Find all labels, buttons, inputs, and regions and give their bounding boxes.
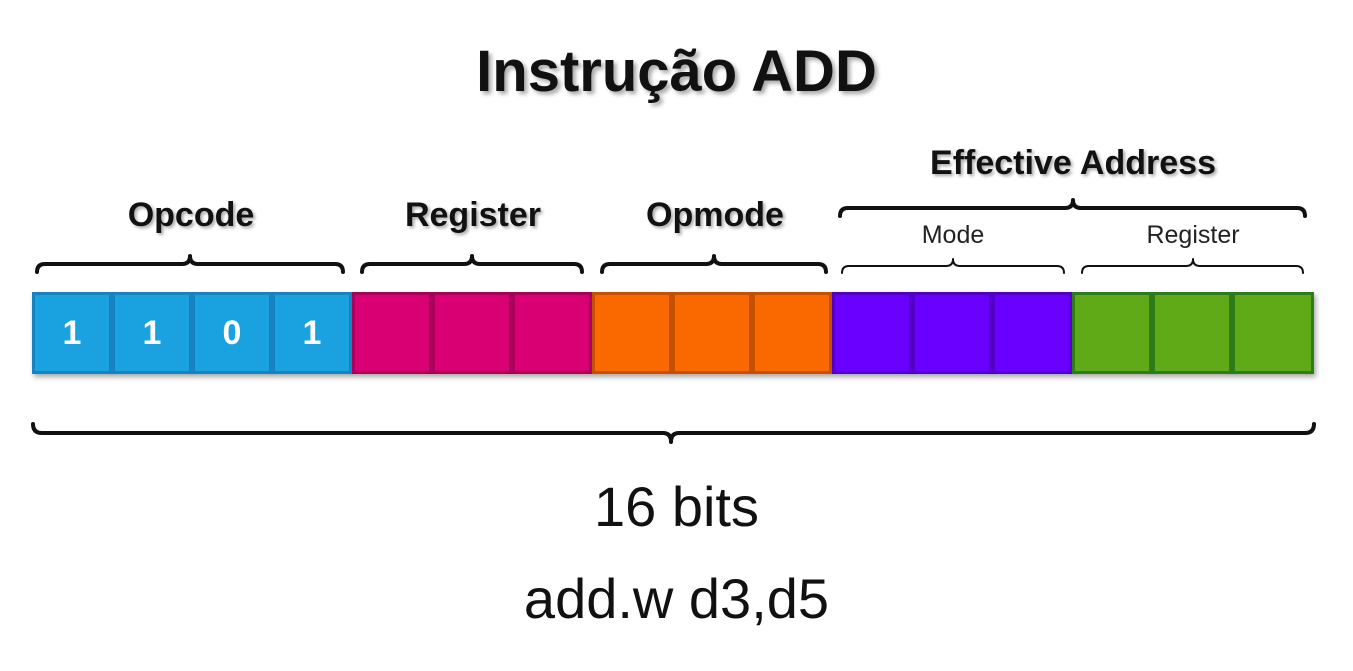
opcode-bit-4: 1 bbox=[272, 292, 352, 374]
ea-mode-bit-2 bbox=[912, 292, 992, 374]
ea-register-bit-1 bbox=[1072, 292, 1152, 374]
ea-register-bit-2 bbox=[1152, 292, 1232, 374]
opcode-bit-2: 1 bbox=[112, 292, 192, 374]
diagram-title: Instrução ADD bbox=[476, 39, 877, 104]
effective-address-label: Effective Address bbox=[930, 144, 1216, 182]
opmode-bit-2 bbox=[672, 292, 752, 374]
ea-mode-bit-1 bbox=[832, 292, 912, 374]
opmode-brace bbox=[600, 254, 828, 274]
register-bit-1 bbox=[352, 292, 432, 374]
total-bits-brace bbox=[31, 422, 1316, 444]
opcode-brace bbox=[35, 254, 345, 274]
register-brace bbox=[360, 254, 584, 274]
register-bit-3 bbox=[512, 292, 592, 374]
ea-mode-label: Mode bbox=[921, 221, 985, 249]
opmode-bit-1 bbox=[592, 292, 672, 374]
opcode-bit-3: 0 bbox=[192, 292, 272, 374]
register-bit-2 bbox=[432, 292, 512, 374]
opcode-bit-1: 1 bbox=[32, 292, 112, 374]
opcode-label: Opcode bbox=[127, 196, 255, 234]
effective-address-brace bbox=[838, 198, 1307, 218]
opmode-bit-3 bbox=[752, 292, 832, 374]
instruction-text: add.w d3,d5 bbox=[523, 567, 830, 630]
ea-register-label: Register bbox=[1146, 221, 1240, 249]
ea-mode-bit-3 bbox=[992, 292, 1072, 374]
total-bits-label: 16 bits bbox=[594, 475, 759, 538]
ea-mode-brace bbox=[841, 258, 1065, 274]
register-label: Register bbox=[404, 196, 542, 234]
opmode-label: Opmode bbox=[646, 196, 784, 234]
ea-register-brace bbox=[1081, 258, 1304, 274]
ea-register-bit-3 bbox=[1232, 292, 1314, 374]
